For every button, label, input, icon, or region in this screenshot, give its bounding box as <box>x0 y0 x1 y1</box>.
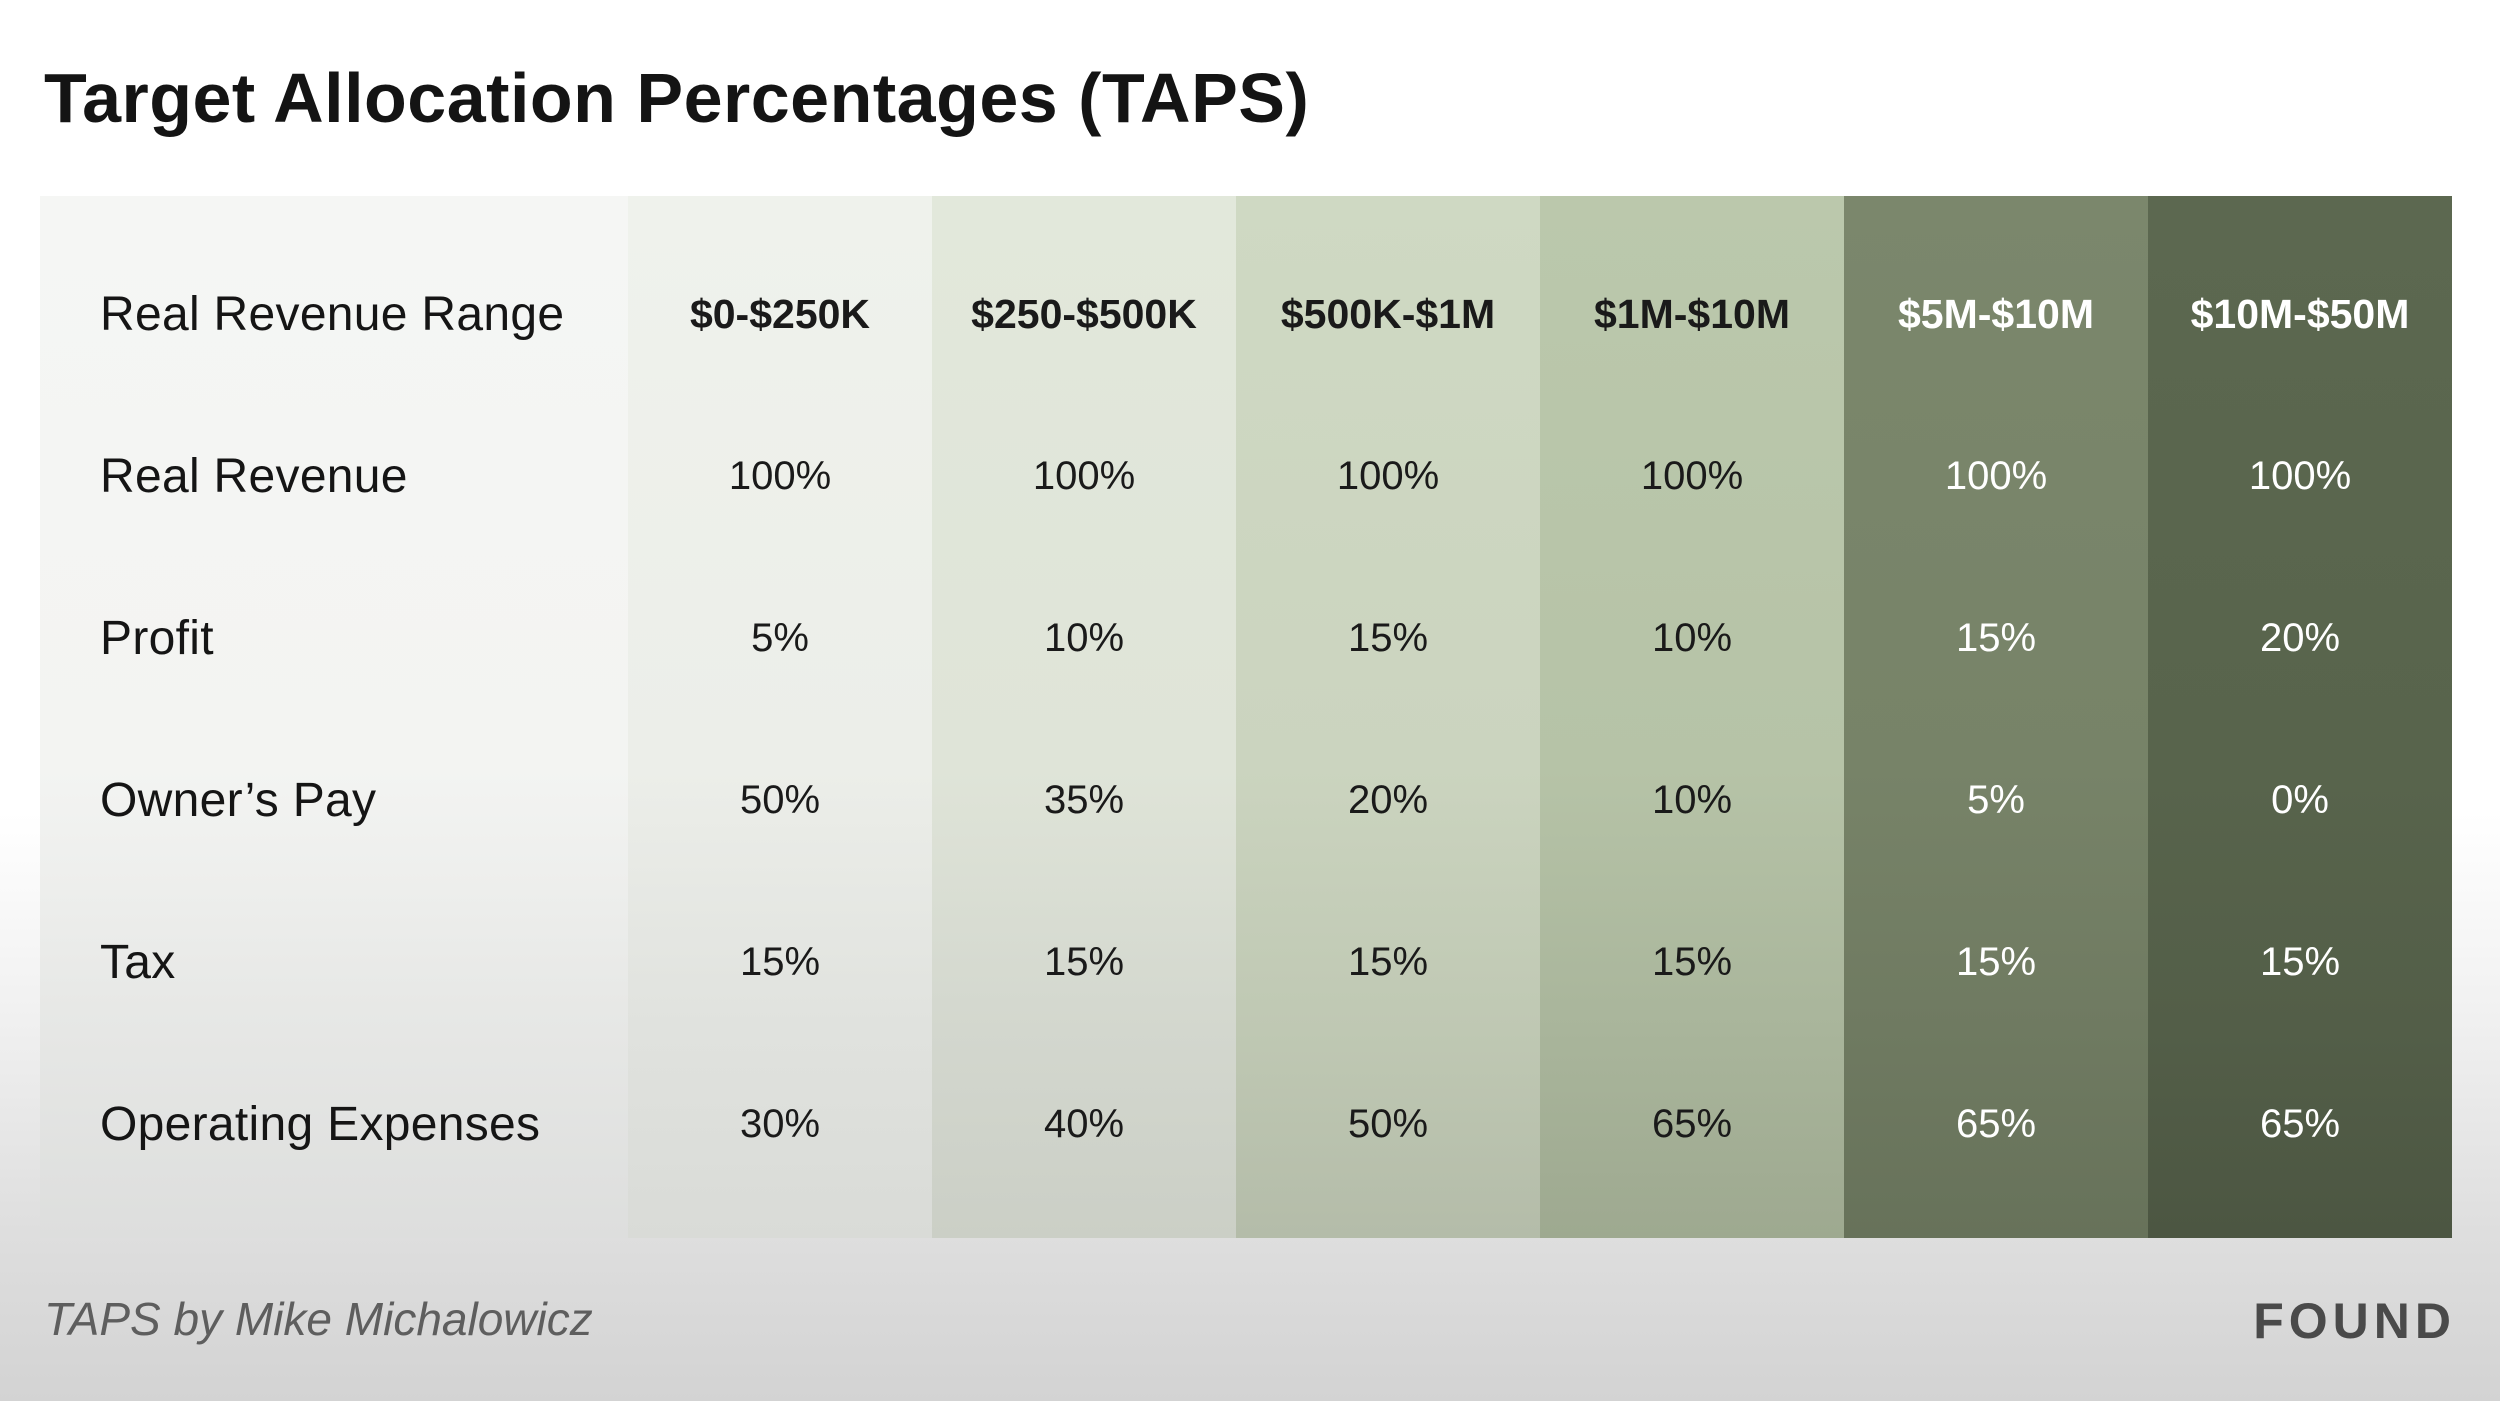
real-revenue-cell: 100% <box>1944 453 2048 498</box>
profit-cell: 10% <box>1651 615 1733 660</box>
owners-pay-cell: 0% <box>2271 777 2329 822</box>
profit-cell: 5% <box>751 615 809 660</box>
owners-pay-cell: 10% <box>1651 777 1733 822</box>
tier-range-header: $10M-$50M <box>2190 290 2410 337</box>
profit-cell: 20% <box>2259 615 2341 660</box>
owners-pay-cell: 50% <box>739 777 821 822</box>
row-label-operating-expenses: Operating Expenses <box>100 1097 541 1151</box>
real-revenue-cell: 100% <box>1336 453 1440 498</box>
tier-column-250-500k: $250-$500K 100% 10% 35% 15% 40% <box>932 196 1236 1238</box>
real-revenue-cell: 100% <box>2248 453 2352 498</box>
row-label-profit: Profit <box>100 611 214 665</box>
tier-range-header: $0-$250K <box>689 290 871 337</box>
taps-table: Real Revenue Range Real Revenue Profit O… <box>40 196 2452 1238</box>
tier-range-header: $250-$500K <box>971 290 1197 337</box>
tier-range-header: $1M-$10M <box>1594 290 1790 337</box>
tax-cell: 15% <box>739 939 821 984</box>
row-label-column: Real Revenue Range Real Revenue Profit O… <box>40 196 628 1238</box>
tax-cell: 15% <box>1955 939 2037 984</box>
profit-cell: 10% <box>1043 615 1125 660</box>
tier-column-500k-1m: $500K-$1M 100% 15% 20% 15% 50% <box>1236 196 1540 1238</box>
tier-range-header: $500K-$1M <box>1280 290 1496 337</box>
owners-pay-cell: 35% <box>1043 777 1125 822</box>
tier-range-header: $5M-$10M <box>1898 290 2094 337</box>
real-revenue-cell: 100% <box>1640 453 1744 498</box>
owners-pay-cell: 5% <box>1967 777 2025 822</box>
found-logo: FOUND <box>2253 1293 2456 1349</box>
profit-cell: 15% <box>1955 615 2037 660</box>
operating-expenses-cell: 65% <box>2259 1101 2341 1146</box>
tax-cell: 15% <box>1347 939 1429 984</box>
operating-expenses-cell: 30% <box>739 1101 821 1146</box>
tier-column-0-250k: $0-$250K 100% 5% 50% 15% 30% <box>628 196 932 1238</box>
operating-expenses-cell: 65% <box>1651 1101 1733 1146</box>
tax-cell: 15% <box>1651 939 1733 984</box>
tier-column-5m-10m: $5M-$10M 100% 15% 5% 15% 65% <box>1844 196 2148 1238</box>
source-credit: TAPS by Mike Michalowicz <box>44 1293 593 1345</box>
tax-cell: 15% <box>1043 939 1125 984</box>
row-label-range: Real Revenue Range <box>100 287 565 341</box>
real-revenue-cell: 100% <box>1032 453 1136 498</box>
tier-column-10m-50m: $10M-$50M 100% 20% 0% 15% 65% <box>2148 196 2452 1238</box>
profit-cell: 15% <box>1347 615 1429 660</box>
row-label-real-revenue: Real Revenue <box>100 449 408 503</box>
operating-expenses-cell: 40% <box>1043 1101 1125 1146</box>
tax-cell: 15% <box>2259 939 2341 984</box>
operating-expenses-cell: 50% <box>1347 1101 1429 1146</box>
operating-expenses-cell: 65% <box>1955 1101 2037 1146</box>
tier-column-1m-10m: $1M-$10M 100% 10% 10% 15% 65% <box>1540 196 1844 1238</box>
row-label-tax: Tax <box>100 935 176 989</box>
owners-pay-cell: 20% <box>1347 777 1429 822</box>
row-label-owners-pay: Owner’s Pay <box>100 773 377 827</box>
page-title: Target Allocation Percentages (TAPS) <box>44 59 1310 137</box>
real-revenue-cell: 100% <box>728 453 832 498</box>
